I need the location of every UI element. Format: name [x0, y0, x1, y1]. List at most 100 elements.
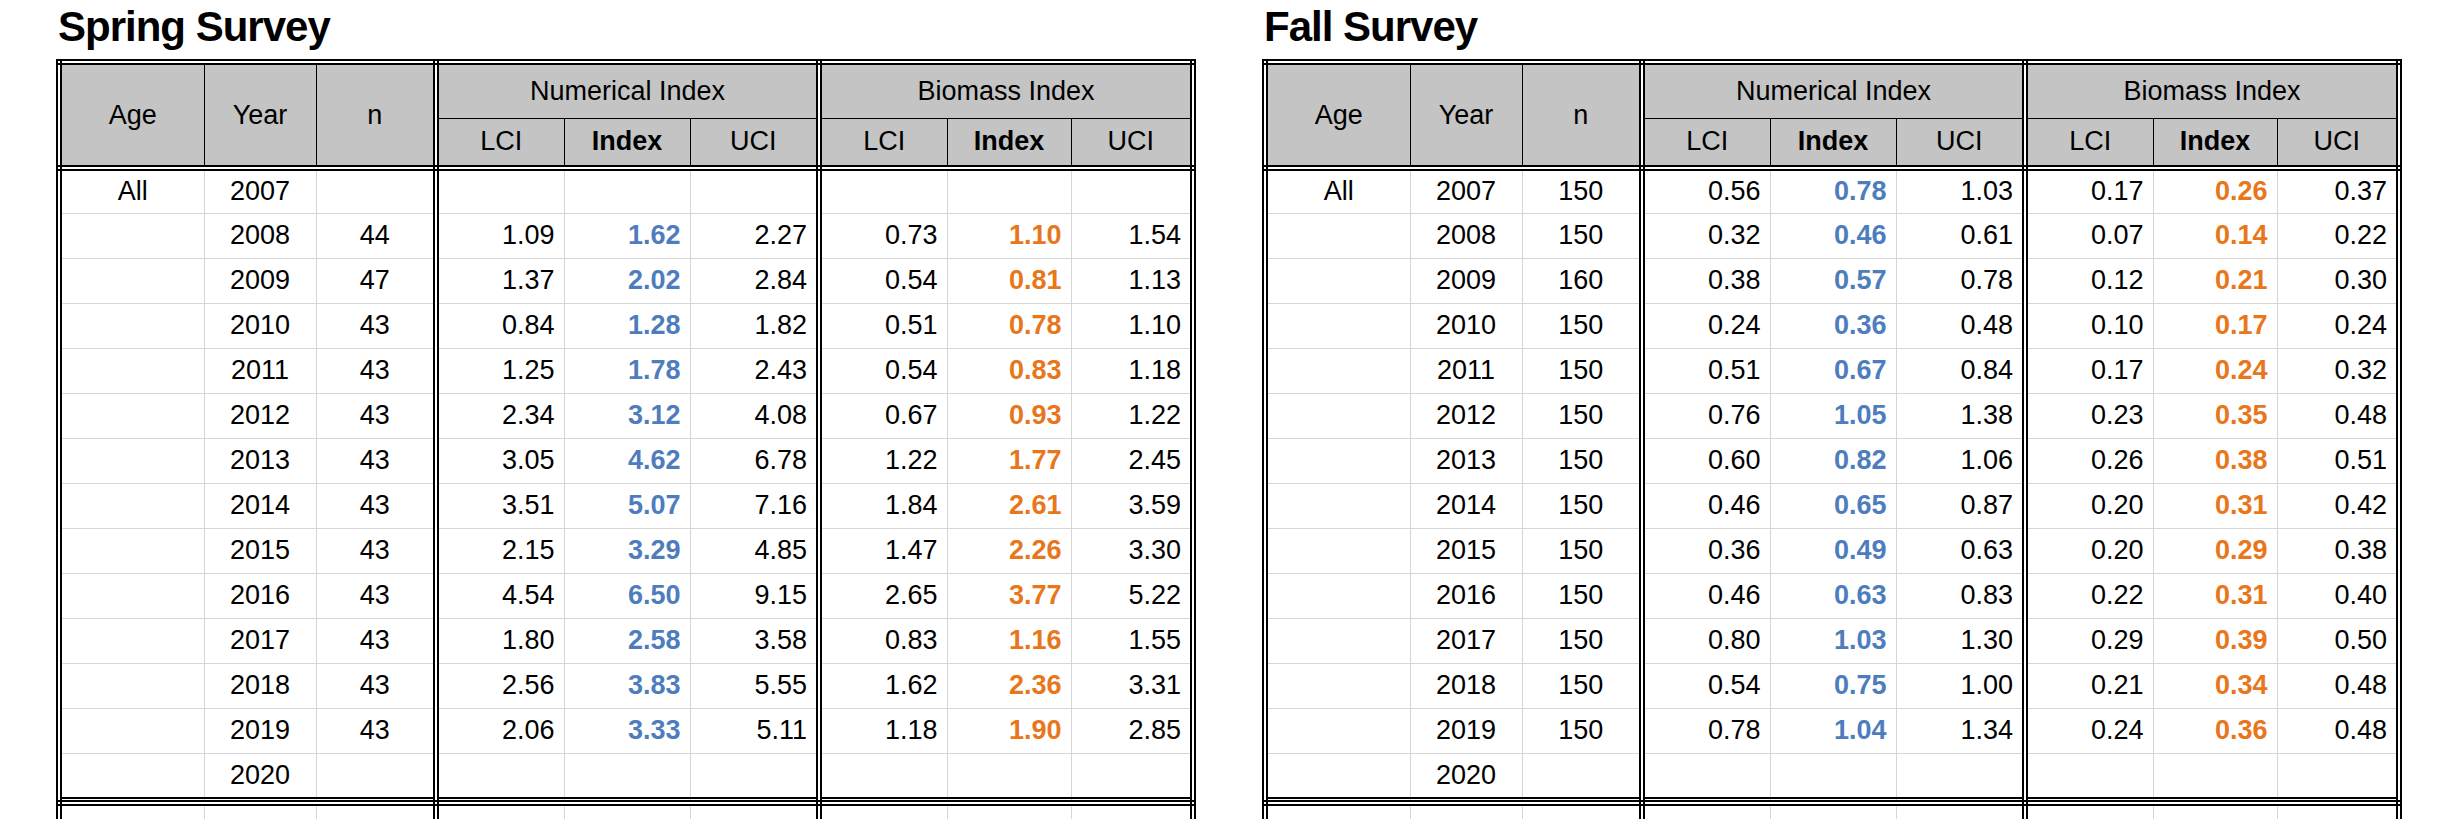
bio-lci-cell: 0.20 — [2025, 483, 2153, 528]
year-cell: 2017 — [1410, 618, 1522, 663]
num-lci-header: LCI — [436, 118, 564, 168]
year-cell: 2019 — [204, 708, 316, 753]
fall-survey-table: Age Year n Numerical Index Biomass Index… — [1262, 59, 2402, 819]
year-cell: 2008 — [1410, 213, 1522, 258]
bio-uci-cell: 2.45 — [1071, 438, 1193, 483]
num-uci-cell: 9.15 — [690, 573, 819, 618]
year-cell: 2019 — [1410, 708, 1522, 753]
year-cell: 2010 — [204, 303, 316, 348]
spring-table-header: Age Year n Numerical Index Biomass Index… — [59, 62, 1193, 168]
bio-index-cell: 0.38 — [2153, 438, 2277, 483]
bio-uci-cell: 0.38 — [2277, 528, 2399, 573]
bio-lci-cell: 0.24 — [2025, 708, 2153, 753]
age-cell — [1265, 528, 1410, 573]
num-index-cell — [564, 753, 690, 798]
bio-index-cell: 0.78 — [947, 303, 1071, 348]
bio-uci-cell: 5.22 — [1071, 573, 1193, 618]
age-cell — [1265, 258, 1410, 303]
bio-lci-cell: 1.47 — [819, 528, 947, 573]
num-uci-cell: 0.48 — [1896, 303, 2025, 348]
bio-lci-cell: 0.17 — [2025, 348, 2153, 393]
bio-index-cell: 0.35 — [2153, 393, 2277, 438]
bio-uci-cell: 1.18 — [1071, 348, 1193, 393]
bio-index-cell: 2.36 — [947, 663, 1071, 708]
bio-uci-cell: 3.30 — [1071, 528, 1193, 573]
num-uci-cell: 2.84 — [690, 258, 819, 303]
num-lci-cell: 4.54 — [436, 573, 564, 618]
year-cell: 2014 — [1410, 483, 1522, 528]
num-uci-cell: 0.61 — [1896, 213, 2025, 258]
year-cell: 2020 — [204, 753, 316, 798]
bio-lci-cell: 0.29 — [2025, 618, 2153, 663]
year-cell: 2020 — [1410, 753, 1522, 798]
bio-lci-cell: 0.26 — [2025, 438, 2153, 483]
year-cell: 2011 — [1410, 348, 1522, 393]
bio-index-cell: 1.10 — [947, 213, 1071, 258]
spring-survey-title: Spring Survey — [58, 4, 1206, 50]
table-row: 20121500.761.051.380.230.350.48 — [1265, 393, 2399, 438]
num-uci-cell: 1.03 — [1896, 168, 2025, 213]
year-cell: 2011 — [204, 348, 316, 393]
bio-index-header: Index — [2153, 118, 2277, 168]
bio-uci-cell — [2277, 753, 2399, 798]
bio-index-cell: 0.93 — [947, 393, 1071, 438]
fall-survey-title: Fall Survey — [1264, 4, 2412, 50]
num-lci-cell: 0.51 — [1642, 348, 1770, 393]
bio-uci-cell: 0.30 — [2277, 258, 2399, 303]
n-cell: 150 — [1522, 483, 1642, 528]
n-cell: 150 — [1522, 303, 1642, 348]
n-cell: 43 — [316, 708, 436, 753]
n-cell: 43 — [316, 483, 436, 528]
table-row: 20101500.240.360.480.100.170.24 — [1265, 303, 2399, 348]
num-lci-header: LCI — [1642, 118, 1770, 168]
num-index-cell: 0.63 — [1770, 573, 1896, 618]
num-index-cell: 0.65 — [1770, 483, 1896, 528]
bio-uci-cell: 1.10 — [1071, 303, 1193, 348]
age-cell: All — [59, 168, 204, 213]
table-row: 2008441.091.622.270.731.101.54 — [59, 213, 1193, 258]
bio-index-cell: 0.24 — [2153, 348, 2277, 393]
num-uci-cell: 1.06 — [1896, 438, 2025, 483]
bio-index-cell: 0.39 — [2153, 618, 2277, 663]
age-cell — [1265, 438, 1410, 483]
n-cell: 43 — [316, 618, 436, 663]
bio-index-cell: 1.16 — [947, 618, 1071, 663]
bio-uci-cell: 0.24 — [2277, 303, 2399, 348]
num-uci-cell: 0.63 — [1896, 528, 2025, 573]
num-lci-cell: 0.76 — [1642, 393, 1770, 438]
n-cell: 150 — [1522, 393, 1642, 438]
n-column-header: n — [316, 62, 436, 168]
table-row: 2020 — [1265, 753, 2399, 798]
biomass-index-group-header: Biomass Index — [2025, 62, 2399, 118]
bio-lci-cell: 0.07 — [2025, 213, 2153, 258]
n-cell: 150 — [1522, 348, 1642, 393]
num-index-cell: 0.36 — [1770, 303, 1896, 348]
bio-lci-cell: 0.51 — [819, 303, 947, 348]
bio-lci-cell: 0.21 — [2025, 663, 2153, 708]
age-cell — [59, 438, 204, 483]
age-cell — [1265, 348, 1410, 393]
table-row: 20081500.320.460.610.070.140.22 — [1265, 213, 2399, 258]
n-cell: 43 — [316, 438, 436, 483]
num-index-cell: 0.46 — [1770, 213, 1896, 258]
year-cell: 2010 — [1410, 303, 1522, 348]
num-lci-cell: 1.09 — [436, 213, 564, 258]
bio-index-cell — [947, 168, 1071, 213]
n-cell: 150 — [1522, 708, 1642, 753]
num-index-cell: 1.05 — [1770, 393, 1896, 438]
year-cell: 2016 — [1410, 573, 1522, 618]
age-cell — [59, 393, 204, 438]
fall-table-footer — [1265, 798, 2399, 819]
num-lci-cell: 0.46 — [1642, 573, 1770, 618]
n-cell: 43 — [316, 528, 436, 573]
bio-uci-cell — [1071, 168, 1193, 213]
spring-table-body: All20072008441.091.622.270.731.101.54200… — [59, 168, 1193, 798]
age-column-header: Age — [59, 62, 204, 168]
bio-uci-cell: 1.13 — [1071, 258, 1193, 303]
bio-index-cell: 0.14 — [2153, 213, 2277, 258]
age-cell — [59, 348, 204, 393]
table-row: 2010430.841.281.820.510.781.10 — [59, 303, 1193, 348]
bio-lci-cell: 0.73 — [819, 213, 947, 258]
num-uci-cell: 0.84 — [1896, 348, 2025, 393]
bio-index-cell: 1.90 — [947, 708, 1071, 753]
